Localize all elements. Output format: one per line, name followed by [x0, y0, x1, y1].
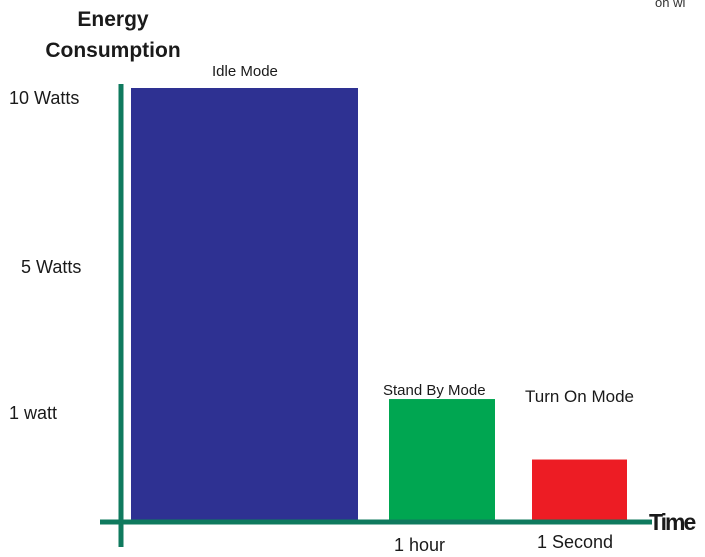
- bar-idle-mode: [131, 88, 358, 520]
- y-axis-title: Energy Consumption: [18, 4, 208, 66]
- x-tick-label-1-hour: 1 hour: [394, 535, 446, 555]
- x-tick-label-1-second: 1 Second: [537, 532, 614, 552]
- y-tick-label-10-watts: 10 Watts: [9, 88, 80, 108]
- bar-label-turn-on-mode: Turn On Mode: [525, 387, 634, 406]
- y-axis-title-line-2: Consumption: [45, 39, 181, 62]
- x-axis-title: Time: [649, 509, 696, 535]
- bar-turn-on-mode: [532, 459, 627, 520]
- bars-group: [131, 88, 627, 520]
- bar-stand-by-mode: [389, 399, 495, 520]
- y-tick-label-1-watt: 1 watt: [9, 403, 58, 423]
- y-tick-label-5-watts: 5 Watts: [21, 257, 82, 277]
- bar-label-idle-mode: Idle Mode: [212, 63, 278, 80]
- bar-label-stand-by-mode: Stand By Mode: [383, 382, 486, 399]
- corner-text-fragment: on wi: [655, 0, 686, 10]
- y-axis-title-line-1: Energy: [77, 8, 149, 31]
